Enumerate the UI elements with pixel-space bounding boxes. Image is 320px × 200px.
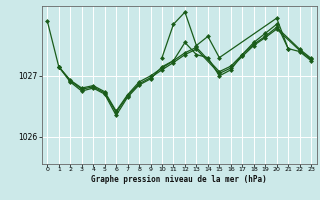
- X-axis label: Graphe pression niveau de la mer (hPa): Graphe pression niveau de la mer (hPa): [91, 175, 267, 184]
